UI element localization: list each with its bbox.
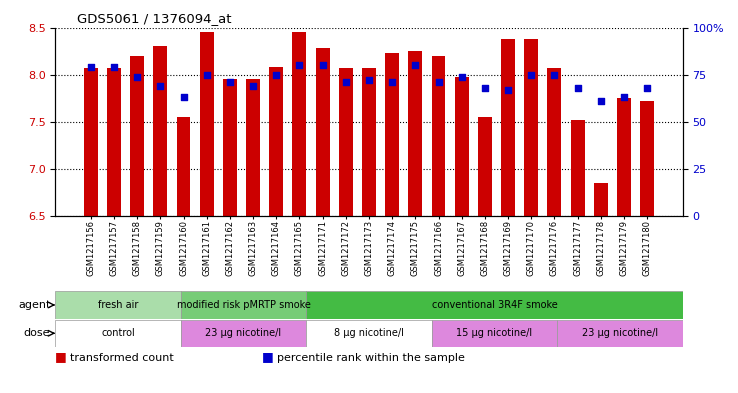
Point [270,72,282,78]
Bar [594,183,608,216]
Bar [557,320,683,347]
Text: fresh air: fresh air [98,300,138,310]
Point [502,86,514,93]
Bar [246,79,260,216]
Bar [385,53,399,216]
Point [432,79,444,85]
Bar [269,67,283,216]
Point [340,79,352,85]
Bar [306,320,432,347]
Text: GDS5061 / 1376094_at: GDS5061 / 1376094_at [77,12,232,25]
Text: conventional 3R4F smoke: conventional 3R4F smoke [432,300,557,310]
Bar [181,291,306,319]
Point [572,85,584,91]
Point [108,64,120,70]
Point [641,85,653,91]
Bar [570,120,584,216]
Bar [478,117,492,216]
Text: ■: ■ [55,350,67,363]
Bar [200,32,214,216]
Point [386,79,398,85]
Bar [641,101,654,216]
Point [201,72,213,78]
Point [525,72,537,78]
Bar [130,56,144,216]
Point [317,62,328,68]
Bar [362,68,376,216]
Text: percentile rank within the sample: percentile rank within the sample [277,353,465,363]
Text: 8 μg nicotine/l: 8 μg nicotine/l [334,328,404,338]
Bar [408,51,422,216]
Text: dose: dose [24,328,50,338]
Point [294,62,306,68]
Point [618,94,630,101]
Point [410,62,421,68]
Bar [154,46,168,216]
Bar [524,39,538,216]
Point [154,83,166,89]
Point [363,77,375,83]
Bar [432,320,557,347]
Bar [455,77,469,216]
Bar [181,320,306,347]
Bar [501,39,515,216]
Point [85,64,97,70]
Text: agent: agent [18,300,50,310]
Bar [292,32,306,216]
Text: control: control [101,328,135,338]
Bar [107,68,121,216]
Point [595,98,607,104]
Bar [55,291,181,319]
Text: 23 μg nicotine/l: 23 μg nicotine/l [205,328,282,338]
Point [479,85,491,91]
Point [131,73,143,80]
Bar [339,68,353,216]
Point [456,73,468,80]
Bar [176,117,190,216]
Point [548,72,560,78]
Bar [316,48,330,216]
Bar [617,98,631,216]
Text: 15 μg nicotine/l: 15 μg nicotine/l [456,328,533,338]
Bar [55,320,181,347]
Text: ■: ■ [262,350,274,363]
Bar [306,291,683,319]
Text: transformed count: transformed count [70,353,174,363]
Bar [84,68,97,216]
Point [224,79,236,85]
Bar [548,68,562,216]
Point [178,94,190,101]
Bar [432,56,446,216]
Bar [223,79,237,216]
Text: modified risk pMRTP smoke: modified risk pMRTP smoke [176,300,311,310]
Text: 23 μg nicotine/l: 23 μg nicotine/l [582,328,658,338]
Point [247,83,259,89]
